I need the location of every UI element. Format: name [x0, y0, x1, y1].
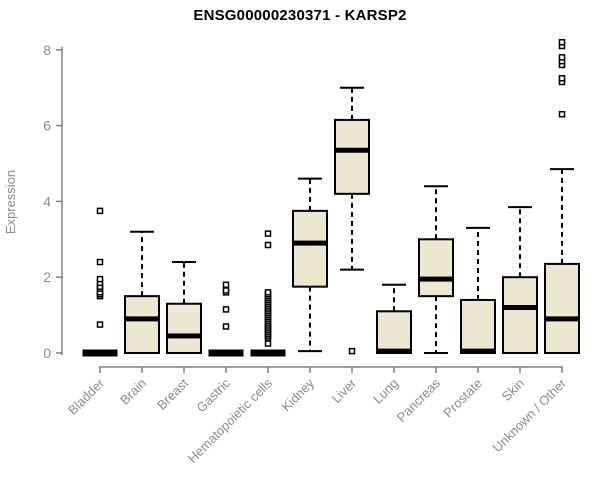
boxplot-pancreas: [418, 185, 454, 354]
x-tick-label: Lung: [370, 376, 401, 407]
boxplot-liver: [334, 86, 370, 355]
median-line: [419, 276, 453, 282]
outlier-point: [264, 289, 272, 296]
x-tick-label: Bladder: [65, 375, 108, 418]
y-axis-label: Expression: [3, 170, 18, 234]
outlier-point: [222, 306, 230, 313]
x-tick-label: Prostate: [440, 376, 485, 421]
outlier-point: [222, 281, 230, 289]
boxplot-kidney: [292, 177, 328, 353]
y-tick-label: 8: [43, 42, 51, 58]
median-line: [293, 240, 327, 246]
median-line: [167, 333, 201, 339]
iqr-box: [334, 118, 370, 195]
outlier-point: [222, 287, 230, 294]
outlier-point: [222, 323, 230, 330]
boxplot-prostate: [460, 226, 496, 355]
median-line: [377, 348, 411, 354]
outlier-point: [264, 340, 272, 347]
boxplot-series: [82, 38, 580, 357]
x-tick-label: Liver: [329, 375, 360, 406]
x-tick-label: Pancreas: [394, 375, 444, 425]
y-tick-label: 2: [43, 269, 51, 285]
median-line: [82, 349, 118, 357]
iqr-box: [166, 302, 202, 355]
y-tick-label: 4: [43, 193, 51, 209]
outlier-point: [96, 258, 104, 266]
median-line: [461, 348, 495, 354]
median-line: [503, 305, 537, 311]
boxplot-hematopoietic-cells: [250, 230, 286, 357]
boxplot-gastric: [208, 281, 244, 357]
outlier-point: [264, 230, 272, 237]
x-tick-label: Skin: [499, 376, 527, 404]
outlier-point: [348, 347, 356, 355]
x-tick-label: Unknown / Other: [490, 375, 570, 455]
boxplot-brain: [124, 230, 160, 354]
iqr-box: [376, 310, 412, 354]
x-tick-label: Gastric: [193, 375, 233, 415]
x-tick-label: Kidney: [278, 375, 317, 414]
outlier-point: [558, 54, 566, 61]
iqr-box: [544, 262, 580, 354]
outlier-point: [264, 241, 272, 249]
median-line: [208, 349, 244, 357]
median-line: [250, 349, 286, 357]
iqr-box: [460, 298, 496, 355]
x-tick-label: Brain: [117, 376, 149, 408]
iqr-box: [124, 295, 160, 354]
outlier-point: [96, 275, 104, 283]
boxplot-breast: [166, 261, 202, 355]
x-tick-label: Breast: [154, 375, 191, 412]
outlier-point: [558, 38, 566, 46]
iqr-box: [292, 209, 328, 288]
outlier-point: [558, 74, 566, 82]
outlier-point: [558, 110, 566, 118]
boxplot-skin: [502, 206, 538, 355]
boxplot-lung: [376, 283, 412, 354]
y-axis: 0 2 4 6 8: [43, 42, 63, 361]
median-line: [125, 316, 159, 322]
outlier-point: [96, 207, 104, 215]
median-line: [335, 147, 369, 153]
iqr-box: [502, 276, 538, 355]
y-tick-label: 0: [43, 345, 51, 361]
median-line: [545, 316, 579, 322]
chart-title: ENSG00000230371 - KARSP2: [193, 7, 407, 24]
outlier-point: [96, 321, 104, 328]
iqr-box: [418, 238, 454, 298]
y-tick-label: 6: [43, 118, 51, 134]
boxplot-bladder: [82, 207, 118, 357]
boxplot-unknown-other: [544, 38, 580, 354]
